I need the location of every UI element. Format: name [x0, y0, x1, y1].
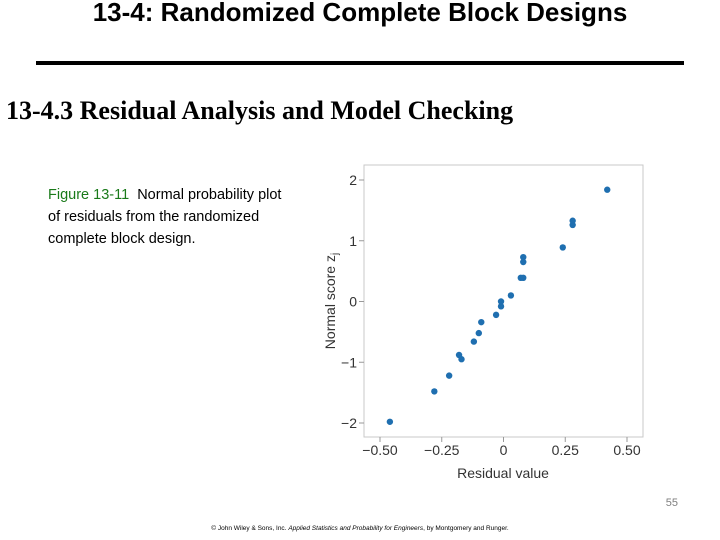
slide-title: 13-4: Randomized Complete Block Designs — [92, 0, 628, 27]
data-point — [475, 329, 482, 337]
y-axis-label-subscript: j — [330, 253, 341, 256]
data-point — [497, 303, 505, 310]
data-point — [604, 186, 611, 193]
page-number: 55 — [665, 497, 678, 509]
footer-book-title: Applied Statistics and Probability for E… — [288, 525, 424, 532]
data-point — [431, 388, 438, 395]
y-tick-label: −2 — [341, 415, 357, 431]
data-point — [497, 298, 505, 305]
x-tick-label: 0.50 — [613, 442, 640, 458]
y-axis-label-text: Normal score z — [322, 255, 338, 349]
x-axis-label: Residual value — [457, 465, 549, 481]
y-tick-label: 2 — [349, 172, 357, 188]
data-point — [520, 253, 527, 261]
y-tick-label: −1 — [341, 354, 357, 370]
x-tick-label: −0.25 — [424, 442, 460, 458]
figure-label: Figure 13-11 — [48, 187, 130, 203]
footer-suffix: , by Montgomery and Runger. — [423, 525, 509, 532]
data-point — [470, 338, 478, 345]
data-point — [507, 292, 515, 299]
normal-probability-plot: −0.50 −0.25 0 0.25 0.50 −2 −1 0 1 2 Residual val… — [322, 164, 644, 481]
data-point — [492, 311, 500, 319]
data-point — [445, 372, 453, 379]
data-point — [569, 217, 576, 224]
copyright-footer: © John Wiley & Sons, Inc. Applied Statis… — [0, 525, 720, 532]
data-points — [386, 186, 611, 425]
data-point — [386, 418, 394, 425]
x-tick-label: 0 — [500, 442, 508, 458]
y-tick-label: 0 — [349, 294, 357, 310]
figure-caption-text: Normal probability plot of residuals fro… — [48, 187, 282, 247]
x-tick-label: −0.50 — [362, 442, 398, 458]
data-point — [520, 274, 527, 282]
data-point — [478, 318, 485, 326]
y-axis-ticks: −2 −1 0 1 2 — [341, 172, 364, 431]
data-point — [520, 258, 527, 266]
y-tick-label: 1 — [349, 233, 357, 249]
data-point — [559, 244, 566, 251]
y-axis-label: Normal score zj — [322, 253, 341, 349]
x-axis-ticks: −0.50 −0.25 0 0.25 0.50 — [362, 437, 641, 458]
footer-prefix: © John Wiley & Sons, Inc. — [211, 525, 287, 532]
data-point — [458, 356, 465, 363]
title-underline — [36, 61, 684, 65]
x-tick-label: 0.25 — [552, 442, 579, 458]
figure-caption: Figure 13-11 Normal probability plot of … — [48, 184, 294, 250]
section-heading: 13-4.3 Residual Analysis and Model Check… — [6, 96, 514, 125]
